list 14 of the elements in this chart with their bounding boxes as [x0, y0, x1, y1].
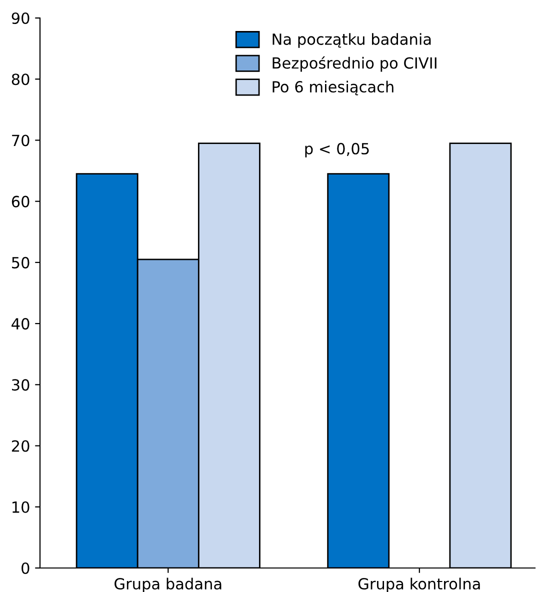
y-tick-label: 10 — [12, 501, 30, 513]
legend-label: Na początku badania — [272, 33, 431, 48]
y-tick-label: 70 — [12, 134, 30, 146]
y-tick-label: 80 — [12, 74, 30, 86]
legend-label: Po 6 miesiącach — [272, 80, 394, 96]
y-tick-label: 50 — [12, 256, 30, 268]
y-tick-label: 90 — [12, 12, 30, 24]
y-tick-label: 40 — [12, 318, 30, 330]
annotation: p < 0,05 — [305, 142, 369, 158]
legend-label: Bezpośrednio po CIVII — [272, 56, 436, 72]
y-tick-label: 30 — [12, 379, 30, 391]
y-tick-label: 60 — [12, 196, 30, 208]
y-tick-label: 0 — [22, 562, 30, 574]
y-tick-label: 20 — [12, 440, 30, 452]
